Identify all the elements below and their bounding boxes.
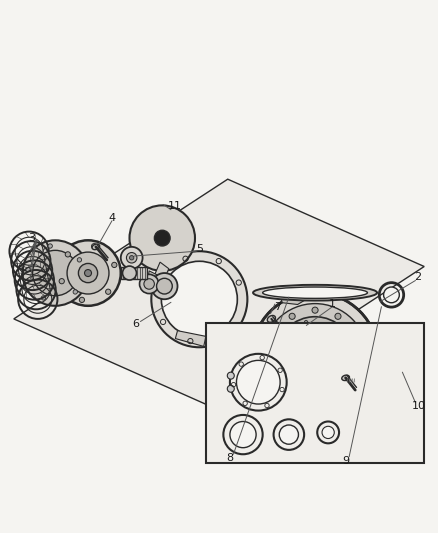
Text: 10: 10 — [412, 401, 426, 411]
Circle shape — [227, 385, 234, 392]
Circle shape — [41, 296, 46, 300]
Ellipse shape — [304, 345, 326, 367]
Ellipse shape — [78, 263, 98, 282]
Bar — [206, 323, 424, 463]
Text: 3: 3 — [28, 233, 35, 243]
Circle shape — [79, 297, 85, 303]
Circle shape — [304, 320, 308, 324]
Ellipse shape — [263, 287, 367, 298]
Circle shape — [48, 244, 53, 248]
Ellipse shape — [252, 293, 378, 419]
Circle shape — [112, 262, 117, 268]
Circle shape — [283, 337, 286, 340]
Text: 8: 8 — [226, 453, 233, 463]
Text: 11: 11 — [167, 201, 181, 211]
Ellipse shape — [55, 240, 121, 306]
Circle shape — [279, 363, 283, 367]
Ellipse shape — [311, 352, 319, 360]
Circle shape — [358, 353, 364, 359]
Ellipse shape — [237, 360, 280, 404]
Ellipse shape — [161, 261, 237, 337]
Ellipse shape — [92, 244, 100, 249]
Circle shape — [106, 289, 111, 294]
Circle shape — [296, 384, 299, 388]
Text: 5: 5 — [196, 244, 203, 254]
Ellipse shape — [285, 326, 346, 386]
Circle shape — [92, 244, 97, 249]
Ellipse shape — [67, 252, 109, 294]
Text: 7: 7 — [274, 302, 282, 312]
Circle shape — [73, 290, 78, 294]
Polygon shape — [280, 293, 306, 304]
Circle shape — [65, 252, 71, 257]
Ellipse shape — [342, 375, 350, 381]
Circle shape — [312, 399, 318, 405]
Ellipse shape — [127, 253, 137, 263]
Circle shape — [272, 376, 279, 382]
Ellipse shape — [253, 285, 377, 301]
Text: 2: 2 — [414, 272, 421, 282]
Ellipse shape — [267, 316, 276, 322]
Ellipse shape — [32, 251, 78, 296]
Circle shape — [59, 279, 64, 284]
Polygon shape — [148, 271, 158, 282]
Ellipse shape — [263, 304, 367, 408]
Text: 4: 4 — [109, 213, 116, 223]
Ellipse shape — [384, 287, 399, 303]
Text: 1: 1 — [329, 298, 336, 309]
Circle shape — [347, 345, 350, 349]
Ellipse shape — [294, 335, 336, 377]
Text: 9: 9 — [342, 456, 349, 466]
Ellipse shape — [154, 230, 170, 246]
Polygon shape — [175, 330, 206, 346]
Circle shape — [322, 388, 326, 392]
Polygon shape — [252, 334, 265, 356]
Circle shape — [312, 307, 318, 313]
Ellipse shape — [85, 270, 92, 277]
Polygon shape — [153, 262, 169, 284]
Ellipse shape — [130, 256, 134, 260]
Circle shape — [227, 372, 234, 379]
Circle shape — [289, 393, 295, 399]
Ellipse shape — [121, 247, 143, 269]
Circle shape — [352, 376, 358, 382]
Circle shape — [272, 330, 279, 336]
Circle shape — [352, 330, 358, 336]
Ellipse shape — [397, 348, 408, 374]
Ellipse shape — [140, 274, 159, 294]
Polygon shape — [14, 179, 424, 406]
Ellipse shape — [144, 279, 154, 289]
Ellipse shape — [123, 266, 137, 280]
Ellipse shape — [156, 278, 172, 294]
Ellipse shape — [276, 317, 354, 395]
Text: 6: 6 — [133, 319, 140, 329]
Ellipse shape — [22, 240, 88, 306]
Circle shape — [289, 313, 295, 319]
Ellipse shape — [400, 352, 405, 369]
Circle shape — [26, 268, 30, 272]
Circle shape — [266, 353, 272, 359]
Ellipse shape — [151, 251, 247, 348]
Circle shape — [335, 393, 341, 399]
Ellipse shape — [279, 425, 298, 444]
Circle shape — [335, 313, 341, 319]
Ellipse shape — [230, 422, 256, 448]
Ellipse shape — [151, 273, 177, 299]
Ellipse shape — [322, 426, 334, 439]
Bar — [121, 267, 147, 279]
Ellipse shape — [130, 205, 195, 271]
Circle shape — [77, 257, 81, 262]
Circle shape — [331, 324, 334, 328]
Circle shape — [343, 372, 347, 375]
